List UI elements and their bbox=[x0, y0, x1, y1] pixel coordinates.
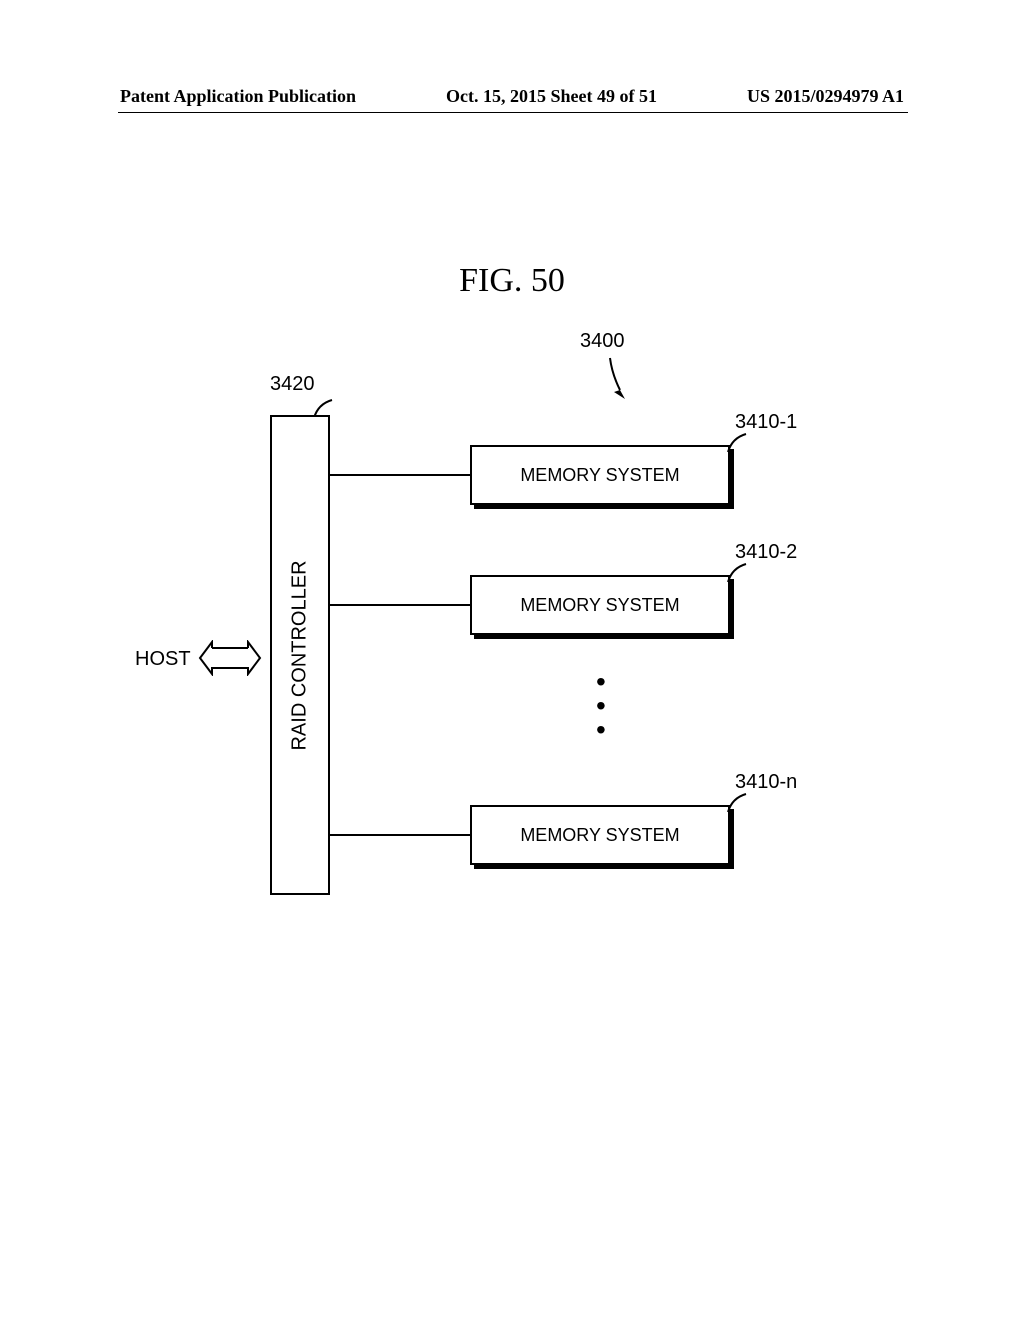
header-mid: Oct. 15, 2015 Sheet 49 of 51 bbox=[446, 86, 657, 107]
raid-controller-box: RAID CONTROLLER bbox=[270, 415, 330, 895]
memory-system-box: MEMORY SYSTEM bbox=[470, 805, 730, 865]
header-rule bbox=[118, 112, 908, 113]
connector-line bbox=[330, 834, 470, 836]
page-header: Patent Application Publication Oct. 15, … bbox=[0, 86, 1024, 107]
pointer-arrow-icon bbox=[590, 354, 630, 404]
header-left: Patent Application Publication bbox=[120, 86, 356, 107]
header-right: US 2015/0294979 A1 bbox=[747, 86, 904, 107]
raid-controller-label: RAID CONTROLLER bbox=[289, 560, 312, 750]
memory-system-label: MEMORY SYSTEM bbox=[520, 465, 679, 486]
system-ref-label: 3400 bbox=[580, 330, 625, 353]
mem2-ref-label: 3410-2 bbox=[735, 541, 797, 564]
memory-system-box: MEMORY SYSTEM bbox=[470, 445, 730, 505]
host-label: HOST bbox=[135, 648, 191, 671]
leader-line-icon bbox=[726, 562, 748, 584]
ellipsis-vertical-icon: ••• bbox=[596, 670, 606, 742]
memn-ref-label: 3410-n bbox=[735, 771, 797, 794]
raid-ref-label: 3420 bbox=[270, 373, 315, 396]
double-arrow-icon bbox=[198, 640, 262, 676]
mem1-ref-label: 3410-1 bbox=[735, 411, 797, 434]
memory-system-box: MEMORY SYSTEM bbox=[470, 575, 730, 635]
figure-title: FIG. 50 bbox=[0, 262, 1024, 300]
block-diagram: HOST 3420 3400 RAID CONTROLLER MEMORY SY… bbox=[140, 360, 880, 920]
leader-line-icon bbox=[726, 432, 748, 454]
memory-system-label: MEMORY SYSTEM bbox=[520, 595, 679, 616]
connector-line bbox=[330, 604, 470, 606]
connector-line bbox=[330, 474, 470, 476]
memory-system-label: MEMORY SYSTEM bbox=[520, 825, 679, 846]
leader-line-icon bbox=[726, 792, 748, 814]
